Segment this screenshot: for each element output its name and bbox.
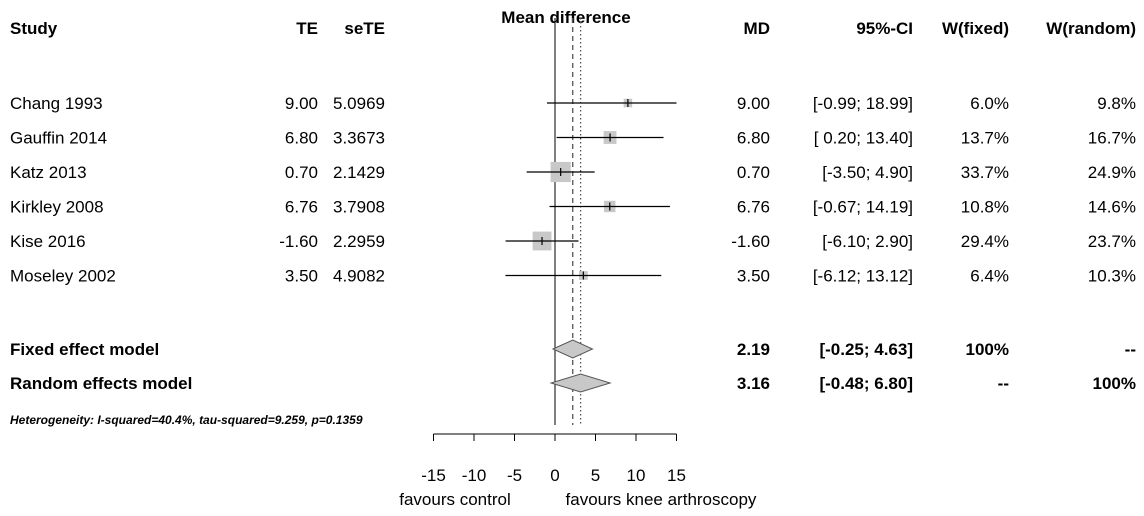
pooled-diamond bbox=[549, 373, 612, 393]
study-name: Kise 2016 bbox=[10, 232, 86, 251]
x-axis-tick-label: 0 bbox=[550, 466, 559, 485]
study-name: Gauffin 2014 bbox=[10, 129, 107, 148]
pooled-w-fixed: 100% bbox=[966, 340, 1009, 359]
study-ci: [-0.67; 14.19] bbox=[813, 198, 913, 217]
study-md: 6.80 bbox=[737, 129, 770, 148]
study-ci: [-3.50; 4.90] bbox=[822, 163, 913, 182]
header-md: MD bbox=[744, 19, 770, 38]
study-md: 0.70 bbox=[737, 163, 770, 182]
header-plot: Mean difference bbox=[501, 8, 630, 27]
study-sete: 3.3673 bbox=[333, 129, 385, 148]
x-axis-tick-label: -10 bbox=[462, 466, 487, 485]
study-ci: [-6.12; 13.12] bbox=[813, 267, 913, 286]
study-w-fixed: 33.7% bbox=[961, 163, 1009, 182]
pooled-label: Random effects model bbox=[10, 374, 192, 393]
study-w-random: 14.6% bbox=[1088, 198, 1136, 217]
study-sete: 4.9082 bbox=[333, 267, 385, 286]
study-te: 9.00 bbox=[285, 94, 318, 113]
study-te: 6.76 bbox=[285, 198, 318, 217]
pooled-w-fixed: -- bbox=[998, 374, 1009, 393]
study-te: 0.70 bbox=[285, 163, 318, 182]
study-w-fixed: 6.4% bbox=[970, 267, 1009, 286]
study-w-random: 9.8% bbox=[1097, 94, 1136, 113]
study-te: 3.50 bbox=[285, 267, 318, 286]
x-axis-tick-label: 15 bbox=[667, 466, 686, 485]
study-ci: [ 0.20; 13.40] bbox=[814, 129, 913, 148]
study-sete: 2.2959 bbox=[333, 232, 385, 251]
header-w-fixed: W(fixed) bbox=[942, 19, 1009, 38]
study-w-fixed: 13.7% bbox=[961, 129, 1009, 148]
pooled-label: Fixed effect model bbox=[10, 340, 159, 359]
study-name: Katz 2013 bbox=[10, 163, 87, 182]
header-ci: 95%-CI bbox=[856, 19, 913, 38]
x-axis-tick-label: 10 bbox=[627, 466, 646, 485]
study-ci: [-6.10; 2.90] bbox=[822, 232, 913, 251]
study-w-random: 23.7% bbox=[1088, 232, 1136, 251]
pooled-ci: [-0.25; 4.63] bbox=[819, 340, 913, 359]
study-name: Moseley 2002 bbox=[10, 267, 116, 286]
study-md: 6.76 bbox=[737, 198, 770, 217]
study-sete: 5.0969 bbox=[333, 94, 385, 113]
x-axis-tick-label: 5 bbox=[591, 466, 600, 485]
pooled-w-random: 100% bbox=[1093, 374, 1136, 393]
header-w-random: W(random) bbox=[1046, 19, 1136, 38]
pooled-diamond bbox=[551, 339, 594, 359]
study-w-random: 16.7% bbox=[1088, 129, 1136, 148]
pooled-ci: [-0.48; 6.80] bbox=[819, 374, 913, 393]
study-w-fixed: 10.8% bbox=[961, 198, 1009, 217]
study-sete: 2.1429 bbox=[333, 163, 385, 182]
heterogeneity-text: Heterogeneity: I-squared=40.4%, tau-squa… bbox=[10, 413, 363, 427]
header-te: TE bbox=[296, 19, 318, 38]
study-name: Kirkley 2008 bbox=[10, 198, 104, 217]
pooled-w-random: -- bbox=[1125, 340, 1136, 359]
pooled-md: 2.19 bbox=[737, 340, 770, 359]
study-w-fixed: 29.4% bbox=[961, 232, 1009, 251]
study-w-random: 10.3% bbox=[1088, 267, 1136, 286]
x-label-right: favours knee arthroscopy bbox=[566, 490, 757, 509]
study-te: -1.60 bbox=[279, 232, 318, 251]
header-study: Study bbox=[10, 19, 58, 38]
study-md: 9.00 bbox=[737, 94, 770, 113]
study-w-random: 24.9% bbox=[1088, 163, 1136, 182]
header-sete: seTE bbox=[344, 19, 385, 38]
study-te: 6.80 bbox=[285, 129, 318, 148]
study-md: -1.60 bbox=[731, 232, 770, 251]
study-sete: 3.7908 bbox=[333, 198, 385, 217]
study-md: 3.50 bbox=[737, 267, 770, 286]
x-axis-tick-label: -5 bbox=[507, 466, 522, 485]
pooled-md: 3.16 bbox=[737, 374, 770, 393]
study-ci: [-0.99; 18.99] bbox=[813, 94, 913, 113]
x-label-left: favours control bbox=[399, 490, 511, 509]
study-name: Chang 1993 bbox=[10, 94, 103, 113]
study-w-fixed: 6.0% bbox=[970, 94, 1009, 113]
x-axis-tick-label: -15 bbox=[421, 466, 446, 485]
